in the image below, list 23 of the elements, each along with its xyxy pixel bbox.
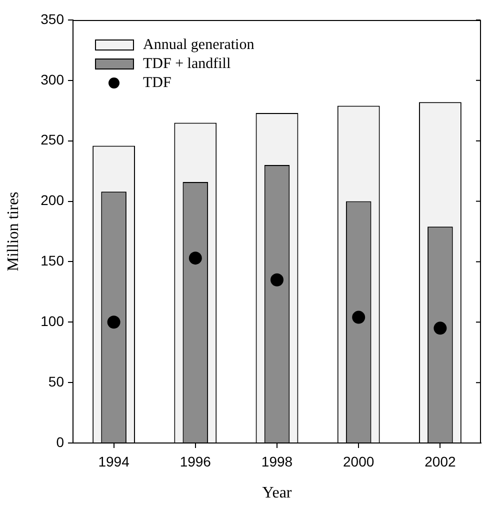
- point: [270, 273, 284, 286]
- point: [188, 252, 202, 265]
- point: [434, 322, 447, 335]
- y-tick-label: 50: [48, 373, 64, 390]
- y-tick-label: 0: [56, 434, 64, 450]
- y-axis-title: Million tires: [4, 192, 22, 272]
- y-tick-label: 300: [40, 71, 64, 88]
- y-tick-label: 150: [40, 252, 64, 269]
- point: [107, 316, 120, 329]
- x-axis-title: Year: [262, 484, 292, 502]
- x-tick-label: 2000: [343, 453, 374, 470]
- y-tick-label: 200: [40, 192, 64, 208]
- x-tick-label: 2002: [424, 453, 456, 470]
- point: [352, 310, 366, 324]
- x-tick-label: 1996: [180, 453, 212, 470]
- x-tick-label: 1994: [98, 453, 130, 470]
- legend-label: TDF: [143, 74, 172, 91]
- y-tick-label: 100: [40, 313, 64, 329]
- x-tick-label: 1998: [261, 453, 293, 470]
- legend-label: Annual generation: [143, 36, 255, 53]
- y-tick-label: 250: [40, 132, 64, 148]
- y-tick-label: 350: [40, 10, 64, 27]
- legend-label: TDF + landfill: [143, 56, 231, 72]
